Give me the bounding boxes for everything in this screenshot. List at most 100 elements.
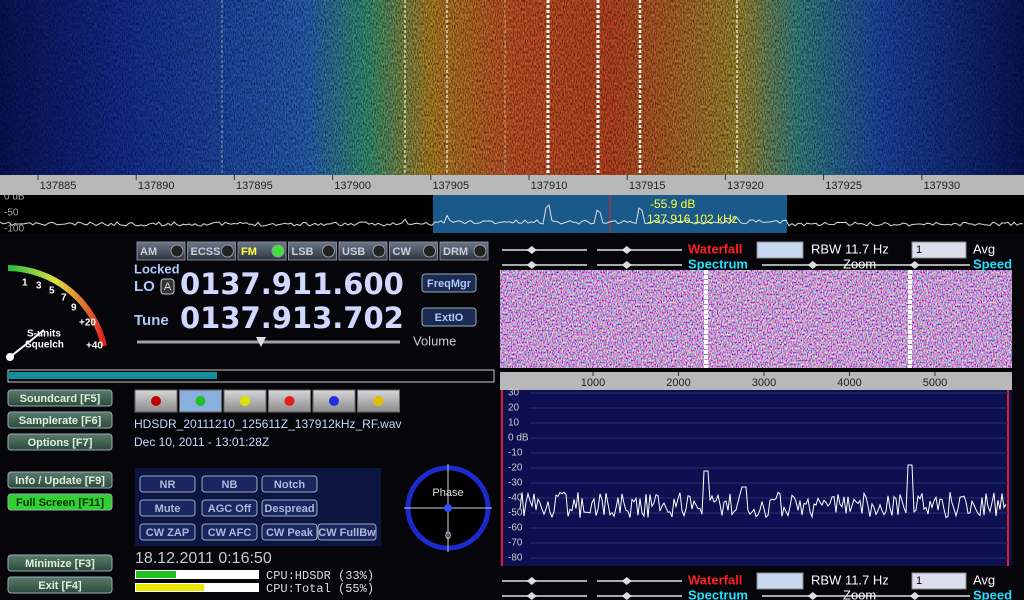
axis-label: 137920 bbox=[727, 180, 764, 192]
s-meter-label: 7 bbox=[61, 293, 67, 304]
af-db-label: -30 bbox=[508, 478, 523, 489]
menu-button[interactable] bbox=[7, 411, 113, 429]
axis-label: 137905 bbox=[432, 180, 469, 192]
dsp-button-label: NB bbox=[222, 479, 238, 491]
tune-label: Tune bbox=[134, 312, 169, 329]
af-db-label: -20 bbox=[508, 463, 523, 474]
axis-label: 137915 bbox=[629, 180, 666, 192]
slider-thumb[interactable] bbox=[621, 246, 632, 254]
slider-thumb[interactable] bbox=[621, 577, 632, 585]
zoom-label: Zoom bbox=[843, 587, 876, 600]
dsp-button[interactable] bbox=[261, 523, 318, 541]
s-meter-label: 3 bbox=[36, 281, 42, 292]
avg-value: 1 bbox=[916, 244, 922, 256]
af-db-label: 0 dB bbox=[508, 433, 529, 444]
slider-thumb[interactable] bbox=[526, 592, 537, 600]
phase-dot bbox=[444, 504, 452, 512]
channel-badge[interactable] bbox=[160, 278, 175, 295]
menu-button[interactable] bbox=[7, 433, 113, 451]
menu-button[interactable] bbox=[7, 471, 113, 489]
mode-led bbox=[170, 244, 184, 258]
af-db-label: -40 bbox=[508, 493, 523, 504]
rf-trace bbox=[0, 204, 1024, 227]
rbw-label: RBW 11.7 Hz bbox=[811, 241, 889, 256]
level-bar bbox=[8, 372, 217, 379]
dsp-button[interactable] bbox=[201, 499, 258, 517]
slider-thumb[interactable] bbox=[526, 246, 537, 254]
menu-button[interactable] bbox=[7, 389, 113, 407]
frequency-readout: 137.916.102 kHz bbox=[647, 212, 738, 226]
slider-thumb[interactable] bbox=[909, 261, 920, 269]
mode-label: AM bbox=[140, 246, 157, 258]
dsp-button[interactable] bbox=[261, 475, 318, 493]
carrier-lines bbox=[221, 0, 738, 175]
mode-led bbox=[372, 244, 386, 258]
axis-label: 137890 bbox=[138, 180, 175, 192]
mode-label: LSB bbox=[292, 246, 314, 258]
menu-button[interactable] bbox=[7, 493, 113, 511]
volume-label: Volume bbox=[413, 333, 456, 348]
slider-thumb[interactable] bbox=[526, 261, 537, 269]
rbw-spinner[interactable] bbox=[756, 572, 804, 590]
mode-led bbox=[322, 244, 335, 258]
s-meter-label: 5 bbox=[49, 286, 55, 297]
rbw-spinner[interactable] bbox=[756, 241, 804, 259]
slider-thumb[interactable] bbox=[807, 592, 818, 600]
af-db-label: 30 bbox=[508, 388, 520, 399]
zoom-label: Zoom bbox=[843, 256, 876, 271]
slider-thumb[interactable] bbox=[807, 261, 818, 269]
side-button[interactable] bbox=[421, 307, 477, 327]
transport-icon bbox=[195, 396, 206, 406]
s-meter-needle bbox=[9, 329, 45, 358]
af-db-label: -10 bbox=[508, 448, 523, 459]
af-trace bbox=[519, 464, 1007, 519]
dsp-button[interactable] bbox=[139, 523, 196, 541]
menu-button-label: Samplerate [F6] bbox=[19, 415, 102, 427]
spectrum-label: Spectrum bbox=[688, 256, 748, 271]
volume-thumb[interactable] bbox=[256, 337, 266, 347]
af-axis-label: 4000 bbox=[837, 377, 861, 389]
slider-thumb[interactable] bbox=[621, 261, 632, 269]
side-button[interactable] bbox=[421, 273, 477, 293]
dsp-button-label: Notch bbox=[274, 479, 305, 491]
menu-button-label: Full Screen [F11] bbox=[16, 497, 104, 509]
avg-select[interactable] bbox=[911, 572, 967, 590]
af-db-label: -60 bbox=[508, 523, 523, 534]
mode-label: ECSS bbox=[191, 246, 221, 258]
dsp-button[interactable] bbox=[201, 475, 258, 493]
dsp-button[interactable] bbox=[139, 499, 196, 517]
s-meter-arc bbox=[7, 265, 107, 347]
af-spectrum[interactable] bbox=[500, 390, 1012, 566]
avg-select[interactable] bbox=[911, 241, 967, 259]
s-meter-label: +40 bbox=[86, 341, 103, 352]
menu-button-label: Soundcard [F5] bbox=[20, 393, 101, 405]
mode-led bbox=[473, 244, 487, 258]
mode-led bbox=[271, 244, 285, 258]
mode-label: USB bbox=[342, 246, 365, 258]
dsp-button[interactable] bbox=[201, 523, 258, 541]
dsp-button[interactable] bbox=[261, 499, 318, 517]
transport-icon bbox=[151, 396, 161, 406]
dsp-button-label: CW AFC bbox=[208, 527, 252, 539]
level-readout: -55.9 dB bbox=[650, 197, 695, 211]
slider-thumb[interactable] bbox=[909, 592, 920, 600]
slider-thumb[interactable] bbox=[526, 577, 537, 585]
af-axis-label: 3000 bbox=[752, 377, 776, 389]
menu-button[interactable] bbox=[7, 576, 113, 594]
axis-label: 137895 bbox=[236, 180, 273, 192]
avg-label: Avg bbox=[973, 241, 995, 256]
dsp-button[interactable] bbox=[317, 523, 377, 541]
menu-button[interactable] bbox=[7, 554, 113, 572]
lo-label: LO bbox=[134, 278, 155, 295]
menu-button-label: Info / Update [F9] bbox=[15, 475, 105, 487]
menu-button-label: Minimize [F3] bbox=[25, 558, 95, 570]
cpu-bar-frame bbox=[135, 570, 259, 579]
phase-label: Phase bbox=[432, 487, 463, 499]
recording-file: HDSDR_20111210_125611Z_137912kHz_RF.wav bbox=[134, 417, 402, 431]
dsp-button[interactable] bbox=[139, 475, 196, 493]
waterfall-label: Waterfall bbox=[688, 241, 742, 256]
cpu-bar bbox=[136, 571, 176, 578]
af-db-label: 20 bbox=[508, 403, 520, 414]
slider-thumb[interactable] bbox=[621, 592, 632, 600]
mode-label: DRM bbox=[443, 246, 468, 258]
